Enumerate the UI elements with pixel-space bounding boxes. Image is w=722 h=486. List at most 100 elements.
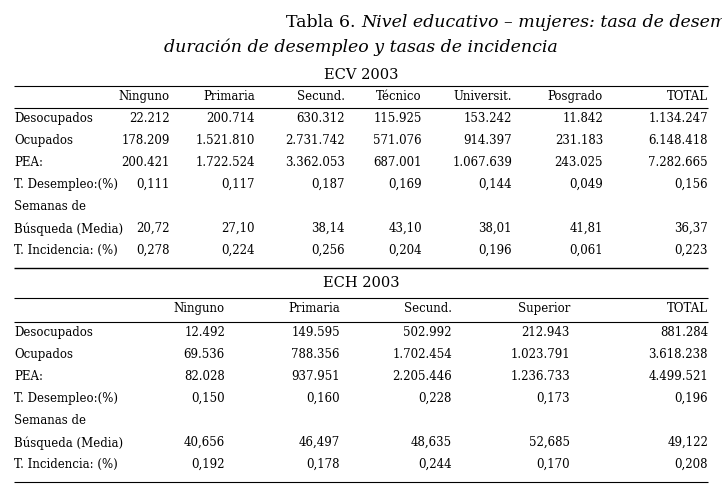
- Text: 0,224: 0,224: [222, 244, 255, 257]
- Text: 0,204: 0,204: [388, 244, 422, 257]
- Text: 41,81: 41,81: [570, 222, 603, 235]
- Text: 48,635: 48,635: [411, 436, 452, 449]
- Text: ECV 2003: ECV 2003: [323, 68, 399, 82]
- Text: 0,156: 0,156: [674, 178, 708, 191]
- Text: 6.148.418: 6.148.418: [648, 134, 708, 147]
- Text: T. Incidencia: (%): T. Incidencia: (%): [14, 244, 118, 257]
- Text: 38,01: 38,01: [479, 222, 512, 235]
- Text: 502.992: 502.992: [404, 326, 452, 339]
- Text: 1.702.454: 1.702.454: [392, 348, 452, 361]
- Text: 0,150: 0,150: [191, 392, 225, 405]
- Text: Ninguno: Ninguno: [174, 302, 225, 315]
- Text: 38,14: 38,14: [311, 222, 345, 235]
- Text: 0,228: 0,228: [419, 392, 452, 405]
- Text: 881.284: 881.284: [660, 326, 708, 339]
- Text: 0,111: 0,111: [136, 178, 170, 191]
- Text: 0,187: 0,187: [311, 178, 345, 191]
- Text: TOTAL: TOTAL: [667, 302, 708, 315]
- Text: 40,656: 40,656: [184, 436, 225, 449]
- Text: T. Desempleo:(%): T. Desempleo:(%): [14, 178, 118, 191]
- Text: ECH 2003: ECH 2003: [323, 276, 399, 290]
- Text: 1.023.791: 1.023.791: [510, 348, 570, 361]
- Text: 0,178: 0,178: [307, 458, 340, 471]
- Text: 0,170: 0,170: [536, 458, 570, 471]
- Text: 630.312: 630.312: [297, 112, 345, 125]
- Text: 200.421: 200.421: [121, 156, 170, 169]
- Text: Secund.: Secund.: [297, 90, 345, 103]
- Text: 1.521.810: 1.521.810: [196, 134, 255, 147]
- Text: 11.842: 11.842: [562, 112, 603, 125]
- Text: 43,10: 43,10: [388, 222, 422, 235]
- Text: 0,196: 0,196: [479, 244, 512, 257]
- Text: 243.025: 243.025: [554, 156, 603, 169]
- Text: Semanas de: Semanas de: [14, 200, 86, 213]
- Text: 12.492: 12.492: [184, 326, 225, 339]
- Text: 0,169: 0,169: [388, 178, 422, 191]
- Text: Desocupados: Desocupados: [14, 112, 93, 125]
- Text: 52,685: 52,685: [529, 436, 570, 449]
- Text: 1.067.639: 1.067.639: [452, 156, 512, 169]
- Text: 153.242: 153.242: [464, 112, 512, 125]
- Text: 0,144: 0,144: [479, 178, 512, 191]
- Text: Ocupados: Ocupados: [14, 134, 73, 147]
- Text: 3.362.053: 3.362.053: [285, 156, 345, 169]
- Text: 1.236.733: 1.236.733: [510, 370, 570, 383]
- Text: 82.028: 82.028: [184, 370, 225, 383]
- Text: 914.397: 914.397: [464, 134, 512, 147]
- Text: 3.618.238: 3.618.238: [648, 348, 708, 361]
- Text: Búsqueda (Media): Búsqueda (Media): [14, 222, 123, 236]
- Text: 1.722.524: 1.722.524: [196, 156, 255, 169]
- Text: Técnico: Técnico: [376, 90, 422, 103]
- Text: 687.001: 687.001: [373, 156, 422, 169]
- Text: 46,497: 46,497: [299, 436, 340, 449]
- Text: duración de desempleo y tasas de incidencia: duración de desempleo y tasas de inciden…: [164, 38, 558, 55]
- Text: 231.183: 231.183: [554, 134, 603, 147]
- Text: 36,37: 36,37: [674, 222, 708, 235]
- Text: Superior: Superior: [518, 302, 570, 315]
- Text: 4.499.521: 4.499.521: [648, 370, 708, 383]
- Text: 0,244: 0,244: [418, 458, 452, 471]
- Text: 20,72: 20,72: [136, 222, 170, 235]
- Text: 0,173: 0,173: [536, 392, 570, 405]
- Text: 49,122: 49,122: [667, 436, 708, 449]
- Text: Semanas de: Semanas de: [14, 414, 86, 427]
- Text: Ocupados: Ocupados: [14, 348, 73, 361]
- Text: 0,061: 0,061: [570, 244, 603, 257]
- Text: Ninguno: Ninguno: [119, 90, 170, 103]
- Text: 0,196: 0,196: [674, 392, 708, 405]
- Text: Tabla 6.: Tabla 6.: [286, 14, 361, 31]
- Text: 115.925: 115.925: [373, 112, 422, 125]
- Text: Búsqueda (Media): Búsqueda (Media): [14, 436, 123, 450]
- Text: Primaria: Primaria: [288, 302, 340, 315]
- Text: 1.134.247: 1.134.247: [648, 112, 708, 125]
- Text: 69.536: 69.536: [184, 348, 225, 361]
- Text: 788.356: 788.356: [292, 348, 340, 361]
- Text: 27,10: 27,10: [222, 222, 255, 235]
- Text: Secund.: Secund.: [404, 302, 452, 315]
- Text: 0,256: 0,256: [311, 244, 345, 257]
- Text: 0,208: 0,208: [674, 458, 708, 471]
- Text: 571.076: 571.076: [373, 134, 422, 147]
- Text: 2.731.742: 2.731.742: [285, 134, 345, 147]
- Text: Primaria: Primaria: [204, 90, 255, 103]
- Text: PEA:: PEA:: [14, 156, 43, 169]
- Text: 0,117: 0,117: [222, 178, 255, 191]
- Text: Posgrado: Posgrado: [548, 90, 603, 103]
- Text: 937.951: 937.951: [292, 370, 340, 383]
- Text: Nivel educativo – mujeres: tasa de desempleo,: Nivel educativo – mujeres: tasa de desem…: [361, 14, 722, 31]
- Text: 178.209: 178.209: [121, 134, 170, 147]
- Text: 0,049: 0,049: [569, 178, 603, 191]
- Text: 22.212: 22.212: [129, 112, 170, 125]
- Text: 0,192: 0,192: [191, 458, 225, 471]
- Text: 0,278: 0,278: [136, 244, 170, 257]
- Text: 0,223: 0,223: [674, 244, 708, 257]
- Text: 0,160: 0,160: [306, 392, 340, 405]
- Text: 200.714: 200.714: [206, 112, 255, 125]
- Text: 7.282.665: 7.282.665: [648, 156, 708, 169]
- Text: PEA:: PEA:: [14, 370, 43, 383]
- Text: 212.943: 212.943: [521, 326, 570, 339]
- Text: 149.595: 149.595: [292, 326, 340, 339]
- Text: 2.205.446: 2.205.446: [392, 370, 452, 383]
- Text: T. Incidencia: (%): T. Incidencia: (%): [14, 458, 118, 471]
- Text: TOTAL: TOTAL: [667, 90, 708, 103]
